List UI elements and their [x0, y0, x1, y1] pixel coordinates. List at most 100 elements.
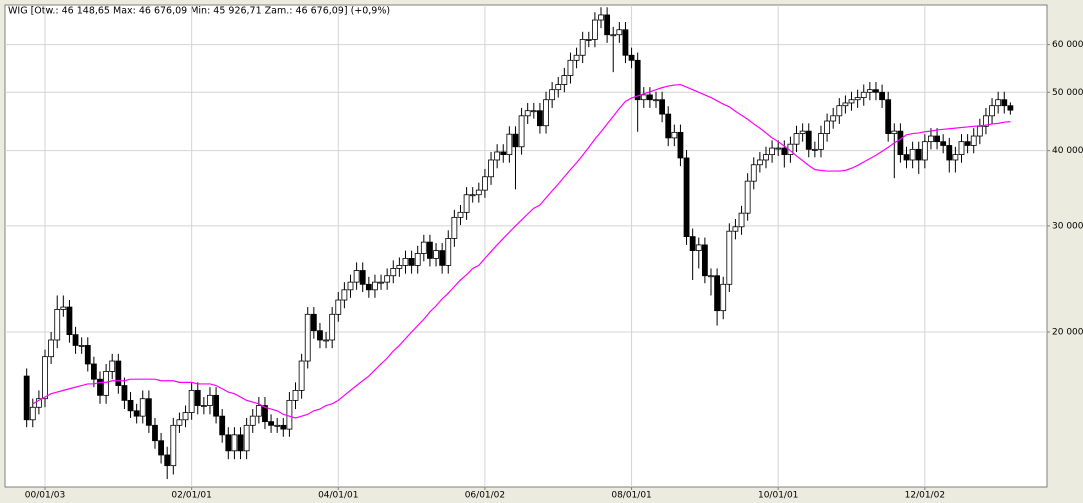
candle-body — [304, 313, 311, 362]
candle-body — [225, 434, 232, 452]
candle-body — [329, 313, 336, 341]
candle-body — [390, 268, 397, 277]
candle-body — [756, 159, 763, 166]
candle-body — [952, 154, 959, 161]
candle-body — [109, 360, 116, 372]
candle-body — [249, 415, 256, 426]
candle-body — [744, 180, 751, 214]
candle-body — [408, 257, 415, 266]
candle-body — [262, 405, 268, 423]
candle-body — [940, 141, 947, 146]
candle-body — [506, 133, 513, 156]
candle-body — [35, 398, 42, 408]
candle-body — [23, 375, 30, 421]
candle-body — [152, 424, 158, 442]
candle-body — [219, 415, 226, 436]
candle-body — [579, 39, 586, 56]
candle-body — [903, 154, 910, 161]
x-tick-label: 10/01/01 — [758, 491, 798, 501]
candle-body — [280, 424, 287, 430]
candle-body — [616, 29, 623, 36]
candle-body — [830, 115, 837, 122]
candle-body — [353, 270, 360, 283]
y-tick-label: 60 000, — [1052, 40, 1083, 50]
candle-body — [573, 54, 580, 61]
candle-body — [989, 105, 995, 117]
candle-body — [549, 89, 556, 101]
candle-body — [274, 424, 281, 427]
candle-body — [934, 135, 940, 143]
candle-body — [317, 330, 323, 341]
candle-body — [854, 97, 861, 101]
candle-body — [445, 238, 452, 266]
x-tick-label: 04/01/01 — [318, 491, 358, 501]
candle-body — [90, 363, 97, 380]
candle-body — [946, 145, 953, 161]
candle-body — [396, 264, 403, 269]
candle-body — [469, 194, 476, 197]
candle-body — [970, 135, 977, 146]
candle-body — [133, 410, 140, 417]
x-tick-label: 12/01/02 — [905, 491, 945, 501]
candle-body — [286, 399, 293, 430]
candle-body — [103, 371, 109, 396]
candle-body — [176, 419, 183, 426]
candle-body — [891, 130, 898, 134]
candle-body — [781, 147, 788, 156]
candle-body — [555, 84, 562, 91]
candle-body — [824, 120, 830, 134]
candle-body — [714, 275, 720, 312]
candle-body — [372, 281, 378, 291]
candle-body — [207, 394, 213, 406]
candle-body — [121, 385, 128, 401]
y-tick-label: 30 000, — [1052, 221, 1083, 231]
candle-body — [182, 412, 189, 421]
plot-area — [4, 4, 1048, 488]
candle-body — [964, 141, 971, 146]
candle-body — [170, 424, 177, 467]
candle-body — [530, 110, 537, 113]
candle-body — [848, 99, 855, 104]
candle-body — [402, 257, 409, 266]
candle-body — [671, 131, 678, 139]
candle-body — [292, 389, 299, 401]
y-tick-label: 50 000, — [1052, 88, 1083, 98]
candle-body — [359, 270, 366, 285]
x-tick-label: 00/01/03 — [25, 491, 65, 501]
candle-body — [628, 54, 635, 61]
candle-body — [347, 281, 354, 291]
candle-body — [78, 345, 85, 347]
candle-body — [524, 110, 531, 117]
candle-body — [115, 360, 122, 386]
candle-body — [640, 94, 647, 101]
candle-body — [200, 405, 207, 407]
candle-body — [738, 212, 745, 228]
candle-body — [72, 334, 79, 346]
candle-body — [310, 313, 317, 332]
candle-body — [928, 135, 934, 143]
candle-body — [323, 339, 329, 342]
y-tick-label: 20 000, — [1052, 328, 1083, 338]
candle-body — [995, 99, 1002, 107]
candle-body — [42, 356, 48, 400]
candle-body — [805, 130, 812, 150]
candle-body — [720, 283, 727, 312]
x-tick-label: 02/01/01 — [171, 491, 211, 501]
candle-body — [268, 421, 274, 426]
candle-body — [29, 406, 36, 421]
candle-body — [298, 360, 305, 391]
candle-body — [653, 99, 659, 102]
candle-body — [811, 148, 818, 151]
candle-body — [873, 89, 879, 93]
candle-body — [537, 110, 543, 127]
candle-body — [48, 339, 55, 358]
candle-body — [860, 91, 867, 98]
candle-body — [958, 141, 965, 156]
candle-body — [610, 34, 617, 37]
candle-body — [695, 244, 702, 252]
candle-body — [500, 151, 507, 156]
candle-body — [866, 89, 873, 93]
candle-body — [677, 131, 684, 159]
